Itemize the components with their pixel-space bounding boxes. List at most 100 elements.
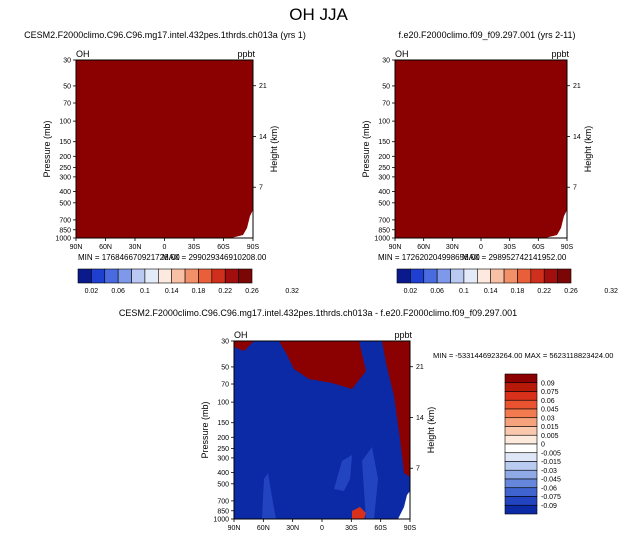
colorbar-swatch [504, 408, 538, 419]
y-tick-label: 30 [382, 58, 390, 65]
y-tick-label: 850 [59, 227, 71, 234]
y-tick-label: 50 [382, 83, 390, 90]
x-tick-label: 30S [188, 244, 201, 251]
colorbar-label: -0.015 [541, 459, 561, 466]
y-tick-label: 700 [378, 217, 390, 224]
units-label: ppbt [237, 49, 255, 59]
colorbar-label: 0.1 [459, 288, 469, 295]
x-tick-label: 90N [228, 525, 241, 532]
y-tick-label: 400 [217, 470, 229, 477]
y-tick-label: 30 [221, 339, 229, 346]
colorbar-swatch [557, 268, 572, 284]
y-tick-label: 850 [378, 227, 390, 234]
field-negative-region [262, 473, 276, 519]
colorbar-swatch [517, 268, 532, 284]
colorbar-label: 0.02 [85, 288, 99, 295]
y-axis-title: Pressure (mb) [200, 401, 210, 458]
y-tick-label: 150 [378, 139, 390, 146]
y-tick-label: 1000 [55, 236, 71, 243]
x-tick-label: 60S [532, 244, 545, 251]
y2-tick-label: 7 [259, 185, 263, 192]
y-tick-label: 30 [63, 58, 71, 65]
y-axis-title: Pressure (mb) [361, 120, 371, 177]
colorbar-swatch [224, 268, 239, 284]
y2-axis-title: Height (km) [583, 126, 593, 173]
colorbar-label: 0.075 [541, 389, 559, 396]
colorbar-swatch [504, 452, 538, 462]
colorbar-swatch [158, 268, 172, 284]
colorbar-label: 0.18 [192, 288, 206, 295]
y-tick-label: 500 [59, 200, 71, 207]
colorbar-swatch [463, 268, 478, 284]
y-tick-label: 70 [221, 382, 229, 389]
y-tick-label: 70 [382, 101, 390, 108]
colorbar-swatch [543, 268, 558, 284]
x-tick-label: 60N [99, 244, 112, 251]
x-tick-label: 60N [257, 525, 270, 532]
field-positive-region [279, 341, 366, 389]
y-tick-label: 1000 [213, 517, 229, 524]
y2-tick-label: 7 [416, 466, 420, 473]
colorbar-swatch [450, 268, 465, 284]
colorbar-label: 0.26 [245, 288, 259, 295]
field-positive-region [352, 507, 366, 519]
field-negative-region [362, 447, 378, 519]
y-tick-label: 200 [378, 154, 390, 161]
colorbar-swatch [171, 268, 186, 284]
colorbar-label: -0.03 [541, 468, 557, 475]
colorbar-swatch [504, 417, 538, 427]
surface-mask [545, 210, 567, 238]
x-tick-label: 30N [446, 244, 459, 251]
y-tick-label: 250 [217, 446, 229, 453]
colorbar-label: 0.22 [218, 288, 232, 295]
colorbar-label: 0.015 [541, 424, 559, 431]
colorbar-label: 0.005 [541, 433, 559, 440]
y-tick-label: 250 [59, 165, 71, 172]
x-tick-label: 0 [479, 244, 483, 251]
colorbar-swatch [144, 268, 159, 284]
colorbar-label: -0.045 [541, 477, 561, 484]
y2-tick-label: 7 [573, 185, 577, 192]
units-label: ppbt [394, 330, 412, 340]
x-tick-label: 0 [320, 525, 324, 532]
colorbar-swatch [184, 268, 199, 284]
colorbar-swatch [530, 268, 545, 284]
x-tick-label: 60S [217, 244, 230, 251]
colorbar-label: 0.02 [404, 288, 418, 295]
y-tick-label: 300 [378, 174, 390, 181]
colorbar-label: 0.06 [111, 288, 125, 295]
colorbar-swatch [238, 268, 253, 284]
colorbar-label: 0.22 [537, 288, 551, 295]
y2-tick-label: 14 [416, 415, 424, 422]
y-tick-label: 1000 [374, 236, 390, 243]
colorbar-label: 0 [541, 442, 545, 449]
panel-title: CESM2.F2000climo.C96.C96.mg17.intel.432p… [24, 30, 306, 40]
variable-label: OH [395, 49, 409, 59]
y-tick-label: 100 [217, 400, 229, 407]
colorbar-panel-a: 0.02 0.06 0.1 0.14 0.18 0.22 0.26 0.32 [77, 268, 299, 295]
field-positive-region [382, 341, 410, 477]
colorbar-label: -0.005 [541, 450, 561, 457]
y-tick-label: 150 [59, 139, 71, 146]
field-fill [395, 60, 567, 238]
y-tick-label: 50 [221, 364, 229, 371]
colorbar-label: 0.06 [430, 288, 444, 295]
y-axis-title: Pressure (mb) [42, 120, 52, 177]
x-tick-label: 90S [247, 244, 260, 251]
colorbar-panel-b: 0.02 0.06 0.1 0.14 0.18 0.22 0.26 0.32 [396, 268, 618, 295]
colorbar-swatch [91, 268, 106, 284]
colorbar-label: 0.1 [140, 288, 150, 295]
colorbar-swatch [396, 268, 411, 284]
x-tick-label: 30N [286, 525, 299, 532]
y2-tick-label: 14 [573, 134, 581, 141]
y-tick-label: 500 [217, 481, 229, 488]
y-tick-label: 500 [378, 200, 390, 207]
y-tick-label: 70 [63, 101, 71, 108]
figure-title: OH JJA [289, 5, 348, 24]
colorbar-swatch [198, 268, 213, 284]
colorbar-label: 0.18 [511, 288, 525, 295]
x-tick-label: 60S [374, 525, 387, 532]
x-tick-label: 30S [345, 525, 358, 532]
colorbar-swatch [504, 391, 538, 401]
